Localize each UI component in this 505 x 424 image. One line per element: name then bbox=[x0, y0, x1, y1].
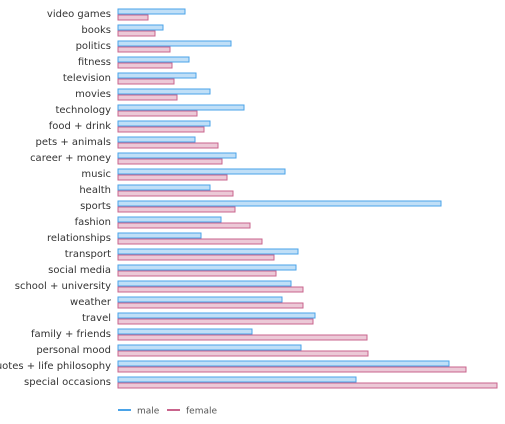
bar-female bbox=[117, 30, 156, 37]
bar-female bbox=[117, 158, 223, 165]
category-labels: video games books politics fitness televisio… bbox=[0, 9, 112, 388]
bar-female bbox=[117, 382, 498, 389]
legend: male female bbox=[118, 407, 217, 417]
bar-male bbox=[117, 200, 442, 207]
bar-male bbox=[117, 248, 299, 255]
bar-male bbox=[117, 296, 283, 303]
bar-male bbox=[117, 376, 357, 383]
bar-male bbox=[117, 120, 211, 127]
category-label: video games bbox=[47, 9, 111, 20]
bar-female bbox=[117, 190, 234, 197]
category-label: relationships bbox=[47, 233, 111, 244]
bar-male bbox=[117, 40, 232, 47]
bar-female bbox=[117, 238, 263, 245]
category-label: pets + animals bbox=[36, 137, 111, 148]
bar-male bbox=[117, 152, 237, 159]
category-label: family + friends bbox=[31, 329, 111, 340]
bar-female bbox=[117, 318, 314, 325]
bar-male bbox=[117, 216, 222, 223]
bar-female bbox=[117, 142, 219, 149]
bar-female bbox=[117, 14, 149, 21]
category-label: quotes + life philosophy bbox=[0, 361, 111, 372]
bar-female bbox=[117, 366, 467, 373]
bar-female bbox=[117, 174, 228, 181]
bar-male bbox=[117, 72, 197, 79]
category-label: social media bbox=[48, 265, 111, 276]
bar-male bbox=[117, 56, 190, 63]
bar-male bbox=[117, 8, 186, 15]
bar-male bbox=[117, 312, 316, 319]
bar-female bbox=[117, 94, 178, 101]
bar-female bbox=[117, 350, 369, 357]
category-label: music bbox=[81, 169, 111, 180]
category-label: career + money bbox=[30, 153, 111, 164]
bar-male bbox=[117, 360, 450, 367]
category-label: fitness bbox=[78, 57, 111, 68]
category-label: school + university bbox=[15, 281, 111, 292]
category-label: weather bbox=[70, 297, 112, 308]
bar-male bbox=[117, 88, 211, 95]
bars bbox=[117, 8, 498, 389]
bar-female bbox=[117, 206, 236, 213]
bar-male bbox=[117, 280, 292, 287]
bar-female bbox=[117, 110, 198, 117]
category-label: sports bbox=[80, 201, 111, 212]
bar-male bbox=[117, 184, 211, 191]
legend-label-male: male bbox=[137, 407, 160, 417]
bar-female bbox=[117, 78, 175, 85]
category-label: television bbox=[63, 73, 111, 84]
bar-male bbox=[117, 232, 202, 239]
category-label: special occasions bbox=[24, 377, 111, 388]
bar-male bbox=[117, 328, 253, 335]
bar-male bbox=[117, 136, 196, 143]
bar-female bbox=[117, 302, 304, 309]
bar-male bbox=[117, 344, 302, 351]
bar-female bbox=[117, 286, 304, 293]
bar-male bbox=[117, 104, 245, 111]
category-label: technology bbox=[55, 105, 111, 116]
bar-male bbox=[117, 24, 164, 31]
bar-female bbox=[117, 46, 171, 53]
legend-label-female: female bbox=[186, 407, 217, 417]
category-label: politics bbox=[76, 41, 111, 52]
category-label: transport bbox=[65, 249, 111, 260]
bar-female bbox=[117, 270, 277, 277]
category-label: travel bbox=[82, 313, 111, 324]
category-label: fashion bbox=[75, 217, 111, 228]
bar-female bbox=[117, 334, 368, 341]
bar-male bbox=[117, 264, 297, 271]
category-label: movies bbox=[75, 89, 111, 100]
category-label: health bbox=[79, 185, 111, 196]
bar-female bbox=[117, 126, 205, 133]
bar-female bbox=[117, 222, 251, 229]
category-label: food + drink bbox=[49, 121, 111, 132]
category-label: personal mood bbox=[36, 345, 111, 356]
bar-female bbox=[117, 254, 275, 261]
bar-female bbox=[117, 62, 173, 69]
bar-male bbox=[117, 168, 286, 175]
category-label: books bbox=[81, 25, 111, 36]
